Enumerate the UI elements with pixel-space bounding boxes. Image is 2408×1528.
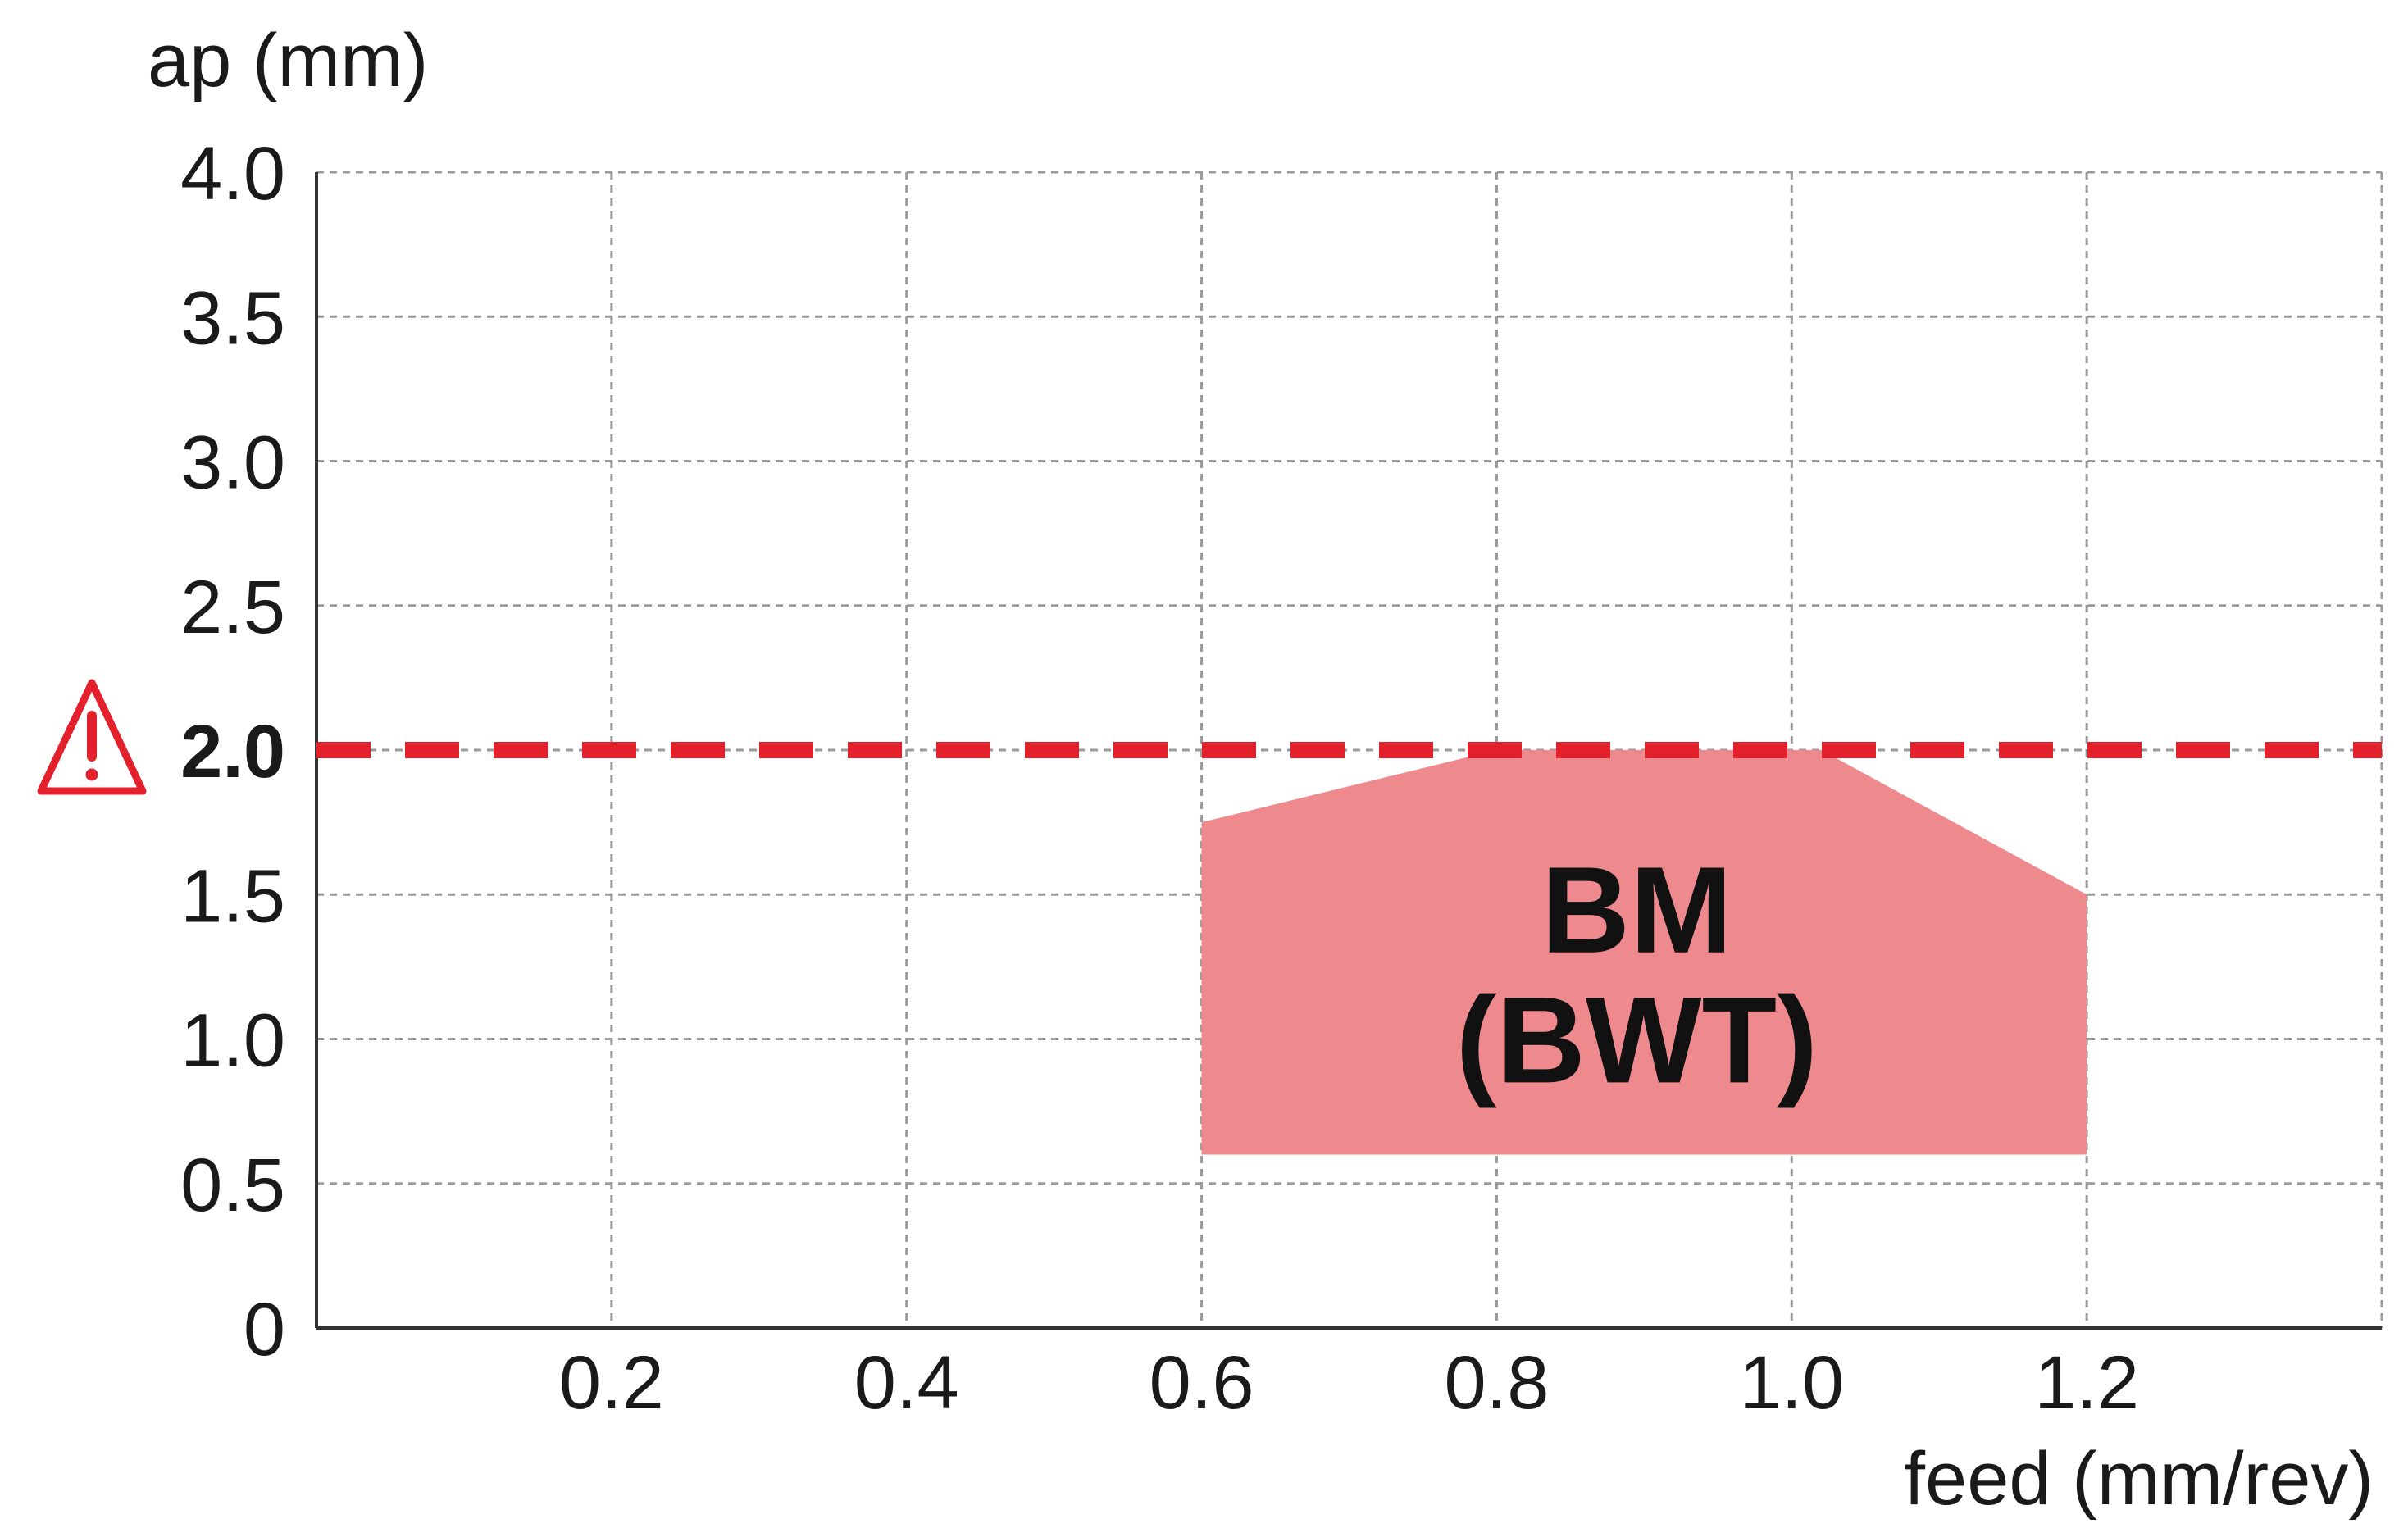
y-axis-title: ap (mm) xyxy=(148,19,428,102)
limit-line-group xyxy=(37,679,2382,795)
x-tick-label-5: 1.2 xyxy=(2034,1341,2139,1425)
region-label-bwt: (BWT) xyxy=(1456,971,1818,1108)
x-tick-label-2: 0.6 xyxy=(1149,1341,1254,1425)
x-tick-label-1: 0.4 xyxy=(854,1341,959,1425)
tick-labels: 0 0.5 1.0 1.5 2.0 2.5 3.0 3.5 4.0 0.2 0.4 0.6 0.8 1.0… xyxy=(180,132,2139,1425)
y-tick-label-6: 3.0 xyxy=(180,421,285,505)
region-polygon xyxy=(1201,750,2087,1155)
y-tick-label-1: 0.5 xyxy=(180,1144,285,1227)
y-tick-label-7: 3.5 xyxy=(180,276,285,360)
y-tick-label-4: 2.0 xyxy=(180,710,285,794)
bm-bwt-region xyxy=(1201,750,2087,1155)
x-tick-label-0: 0.2 xyxy=(559,1341,664,1425)
x-axis-title: feed (mm/rev) xyxy=(1904,1437,2374,1521)
x-tick-label-3: 0.8 xyxy=(1444,1341,1549,1425)
y-tick-label-5: 2.5 xyxy=(180,566,285,649)
y-tick-label-0: 0 xyxy=(244,1288,285,1371)
y-tick-label-2: 1.0 xyxy=(180,999,285,1083)
x-tick-label-4: 1.0 xyxy=(1739,1341,1844,1425)
y-tick-label-3: 1.5 xyxy=(180,854,285,938)
y-tick-label-8: 4.0 xyxy=(180,132,285,216)
region-label-bm: BM xyxy=(1541,841,1732,979)
warning-triangle-icon xyxy=(37,679,147,795)
